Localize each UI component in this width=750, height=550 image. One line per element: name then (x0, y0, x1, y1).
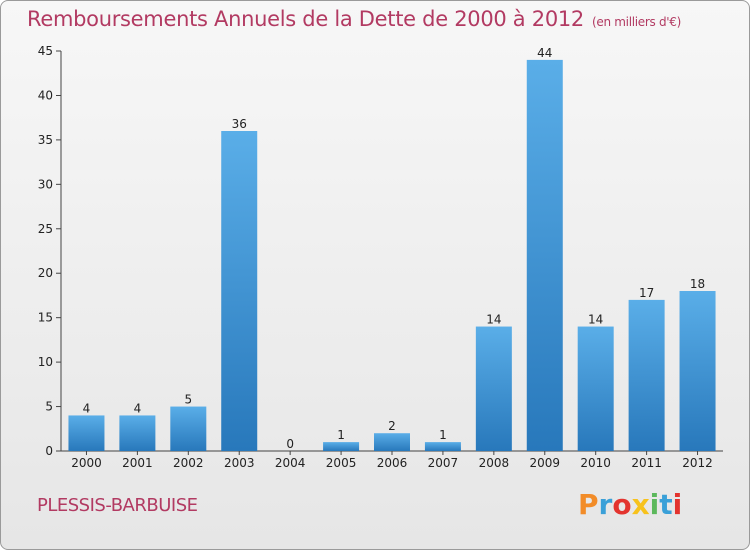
value-label-2003: 36 (232, 117, 247, 131)
bar-2006 (374, 433, 410, 451)
bar-2005 (323, 442, 360, 451)
x-tick-label: 2001 (122, 456, 153, 470)
x-tick-label: 2004 (275, 456, 306, 470)
x-tick-label: 2002 (173, 456, 204, 470)
bar-2003 (221, 131, 258, 451)
x-tick-label: 2010 (580, 456, 611, 470)
value-label-2002: 5 (184, 393, 192, 407)
value-label-2005: 1 (337, 428, 345, 442)
y-tick-label: 0 (45, 444, 53, 458)
brand-letter: P (578, 488, 599, 521)
y-tick-label: 35 (38, 133, 53, 147)
value-label-2012: 18 (690, 277, 705, 291)
y-tick-label: 15 (38, 311, 53, 325)
x-tick-label: 2003 (224, 456, 255, 470)
x-tick-label: 2009 (529, 456, 560, 470)
bar-2011 (628, 299, 665, 451)
brand-letter: i (649, 488, 660, 521)
bar-2008 (475, 326, 512, 451)
value-label-2006: 2 (388, 419, 396, 433)
y-tick-label: 45 (38, 44, 53, 58)
bar-2007 (424, 442, 461, 451)
x-tick-label: 2000 (71, 456, 102, 470)
bar-2009 (526, 59, 563, 452)
x-tick-label: 2007 (428, 456, 459, 470)
bar-2012 (679, 291, 716, 451)
value-label-2011: 17 (639, 286, 654, 300)
y-tick-label: 30 (38, 177, 53, 191)
value-label-2008: 14 (486, 313, 501, 327)
brand-letter: t (659, 488, 673, 521)
bar-2000 (68, 415, 105, 451)
brand-letter: i (672, 488, 683, 521)
brand-letter: r (598, 488, 613, 521)
x-tick-label: 2006 (377, 456, 408, 470)
bar-2002 (170, 406, 207, 451)
brand-letter: x (631, 488, 650, 521)
y-tick-label: 40 (38, 88, 53, 102)
x-tick-label: 2012 (682, 456, 713, 470)
value-label-2010: 14 (588, 313, 603, 327)
x-tick-label: 2005 (326, 456, 357, 470)
y-tick-label: 25 (38, 222, 53, 236)
chart-unit: (en milliers d'€) (592, 15, 682, 29)
chart-title-text: Remboursements Annuels de la Dette de 20… (27, 7, 584, 31)
value-label-2000: 4 (83, 401, 91, 415)
chart-title: Remboursements Annuels de la Dette de 20… (27, 7, 681, 31)
x-tick-label: 2011 (631, 456, 662, 470)
value-label-2004: 0 (286, 437, 294, 451)
value-label-2007: 1 (439, 428, 447, 442)
brand-letter: o (612, 488, 632, 521)
bar-2001 (119, 415, 156, 451)
y-tick-label: 5 (45, 400, 53, 414)
value-label-2009: 44 (537, 46, 552, 60)
y-tick-label: 20 (38, 266, 53, 280)
bar-2010 (577, 326, 614, 451)
y-tick-label: 10 (38, 355, 53, 369)
value-label-2001: 4 (134, 401, 142, 415)
city-name: PLESSIS-BARBUISE (37, 495, 198, 516)
x-tick-label: 2008 (479, 456, 510, 470)
brand-logo: Proxiti (578, 488, 682, 521)
